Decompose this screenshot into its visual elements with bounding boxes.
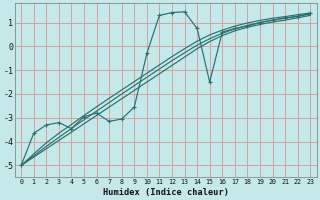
X-axis label: Humidex (Indice chaleur): Humidex (Indice chaleur) xyxy=(103,188,229,197)
